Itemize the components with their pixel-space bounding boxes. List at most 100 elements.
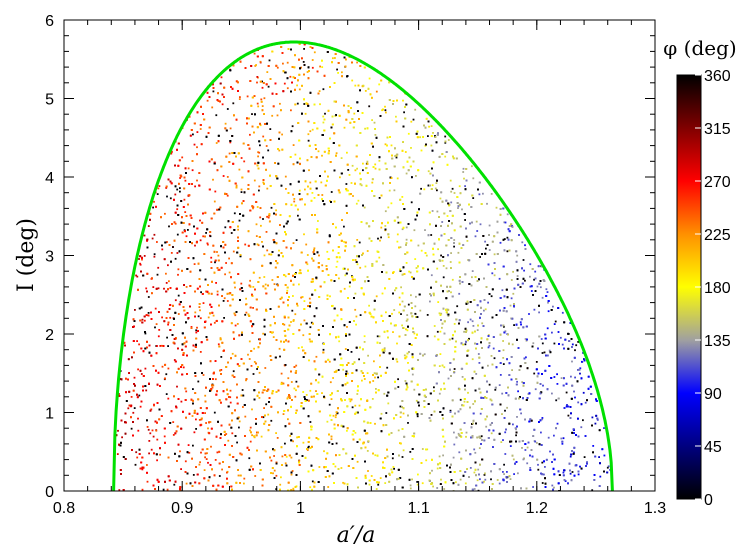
scatter-point <box>249 426 252 429</box>
scatter-point <box>580 426 583 429</box>
scatter-point <box>181 156 184 159</box>
scatter-point <box>432 485 434 488</box>
scatter-point <box>263 389 266 392</box>
scatter-point <box>184 460 187 463</box>
scatter-point <box>349 400 352 403</box>
scatter-point <box>192 474 195 476</box>
scatter-point <box>232 370 235 373</box>
scatter-point <box>290 321 292 323</box>
scatter-point <box>259 144 261 147</box>
scatter-point <box>194 185 196 188</box>
scatter-point <box>330 398 333 400</box>
scatter-point <box>141 488 144 491</box>
scatter-points <box>113 43 612 491</box>
scatter-point <box>183 229 186 232</box>
scatter-point <box>533 372 536 375</box>
scatter-point <box>345 183 348 185</box>
scatter-point <box>267 149 270 152</box>
scatter-point <box>248 358 251 360</box>
scatter-point <box>385 412 388 414</box>
scatter-point <box>192 133 194 136</box>
scatter-point <box>292 295 294 297</box>
scatter-point <box>449 409 452 412</box>
scatter-point <box>586 462 588 465</box>
scatter-point <box>490 399 493 402</box>
scatter-point <box>118 393 120 395</box>
scatter-point <box>463 400 466 403</box>
scatter-point <box>451 337 454 340</box>
scatter-point <box>529 275 531 278</box>
scatter-point <box>305 243 308 246</box>
scatter-point <box>452 456 455 459</box>
scatter-point <box>151 237 154 240</box>
scatter-point <box>185 390 188 393</box>
scatter-point <box>165 373 168 376</box>
scatter-point <box>244 313 247 316</box>
scatter-point <box>384 482 387 484</box>
scatter-point <box>519 321 522 324</box>
scatter-point <box>363 341 366 343</box>
scatter-point <box>329 381 332 384</box>
scatter-point <box>198 306 201 308</box>
scatter-point <box>262 332 265 335</box>
scatter-point <box>176 208 179 211</box>
scatter-point <box>202 374 205 376</box>
scatter-point <box>308 445 310 448</box>
scatter-point <box>417 244 420 247</box>
scatter-point <box>481 322 484 325</box>
scatter-point <box>205 458 208 460</box>
scatter-point <box>383 348 386 350</box>
scatter-point <box>253 347 255 350</box>
scatter-point <box>606 466 609 469</box>
scatter-point <box>426 448 429 451</box>
scatter-point <box>430 234 433 236</box>
scatter-point <box>356 393 359 395</box>
scatter-point <box>551 484 554 487</box>
scatter-point <box>328 403 331 406</box>
scatter-point <box>273 455 275 457</box>
scatter-point <box>474 235 477 238</box>
scatter-point <box>546 291 549 293</box>
scatter-point <box>266 215 268 218</box>
scatter-point <box>321 66 324 68</box>
scatter-point <box>287 418 289 421</box>
scatter-point <box>407 132 410 135</box>
scatter-point <box>392 466 395 468</box>
scatter-point <box>311 488 313 491</box>
scatter-point <box>553 342 556 345</box>
scatter-point <box>405 262 408 264</box>
scatter-point <box>502 439 504 441</box>
scatter-point <box>594 422 597 425</box>
scatter-point <box>440 312 443 315</box>
scatter-point <box>302 391 305 393</box>
scatter-point <box>297 347 300 349</box>
scatter-point <box>244 243 247 246</box>
scatter-point <box>401 324 403 327</box>
scatter-point <box>442 454 444 457</box>
scatter-point <box>440 478 442 481</box>
scatter-point <box>272 472 274 475</box>
scatter-point <box>471 320 474 323</box>
scatter-point <box>311 192 314 194</box>
scatter-point <box>483 474 486 476</box>
scatter-point <box>199 317 202 320</box>
scatter-point <box>176 385 178 388</box>
scatter-point <box>516 416 518 418</box>
scatter-point <box>529 263 532 266</box>
scatter-point <box>319 103 321 106</box>
scatter-point <box>413 332 416 335</box>
scatter-point <box>436 189 438 192</box>
scatter-point <box>478 362 481 364</box>
scatter-point <box>226 300 229 302</box>
scatter-point <box>449 261 452 263</box>
scatter-point <box>217 254 220 257</box>
scatter-point <box>490 193 493 195</box>
scatter-point <box>537 468 540 471</box>
scatter-point <box>400 286 402 289</box>
scatter-point <box>468 337 470 340</box>
scatter-point <box>598 456 600 458</box>
scatter-point <box>581 360 583 363</box>
scatter-point <box>485 425 488 428</box>
scatter-point <box>582 391 585 394</box>
scatter-point <box>443 488 446 490</box>
